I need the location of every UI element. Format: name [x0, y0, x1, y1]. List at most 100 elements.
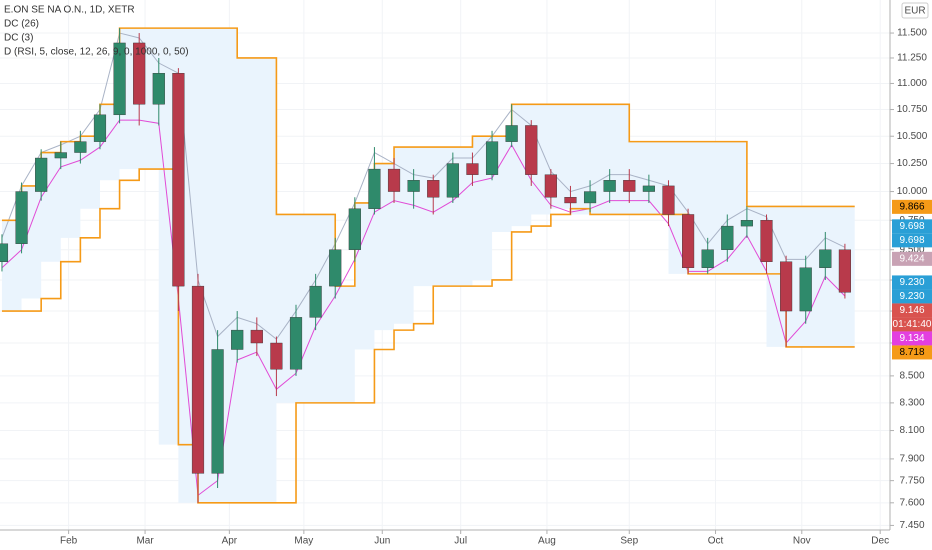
candle-body: [485, 141, 499, 175]
price-label-box: [892, 345, 932, 360]
y-tick-label: 10.000: [897, 186, 928, 197]
y-tick-label: 10.750: [897, 104, 928, 115]
price-label-box: [892, 199, 932, 214]
plot-area: [0, 0, 890, 530]
candle-body: [35, 157, 48, 192]
candle-body: [387, 168, 401, 192]
candle-body: [819, 249, 832, 268]
candle-body: [583, 191, 597, 204]
candle-body: [211, 349, 224, 474]
currency: EUR: [904, 6, 925, 17]
price-label: 9.698: [899, 235, 924, 246]
candle-body: [427, 180, 440, 198]
candle-body: [525, 125, 538, 175]
y-tick-label: 11.250: [897, 53, 927, 64]
candle-body: [760, 220, 773, 262]
axis-layer: 11.500 11.250 11.000 10.750 10.500 10.250 10.0…: [60, 28, 932, 547]
y-tick-label: 8.300: [899, 398, 924, 409]
candle-body: [838, 249, 851, 293]
candle-body: [113, 42, 126, 116]
x-tick-label: Jun: [374, 536, 390, 547]
price-label: 9.230: [899, 277, 924, 288]
candle-body: [466, 163, 479, 175]
countdown-box: [892, 317, 932, 332]
x-tick-label: Dec: [871, 536, 889, 547]
y-tick-label: 11.500: [897, 28, 927, 39]
candle-body: [231, 329, 244, 350]
x-tick-label: Nov: [793, 536, 811, 547]
price-label: 9.866: [899, 201, 924, 212]
dc3-lower-line: [1, 119, 846, 497]
candle-body: [740, 220, 753, 227]
x-tick-label: May: [294, 536, 313, 547]
candle-body: [780, 261, 793, 312]
candle-body: [721, 225, 734, 250]
indicator-label: D (RSI, 5, close, 12, 26, 9, 0, 1000, 0,…: [4, 47, 189, 58]
price-label: 8.718: [899, 347, 924, 358]
candle-body: [172, 72, 185, 287]
candle-body: [74, 141, 87, 153]
price-label-box: [892, 289, 932, 304]
price-label: 9.698: [899, 221, 924, 232]
candle-body: [54, 152, 67, 159]
candle-body: [407, 180, 420, 192]
y-tick-label: 8.100: [899, 425, 924, 436]
x-tick-label: Aug: [538, 536, 556, 547]
candle-body: [701, 249, 714, 268]
candle-body: [642, 185, 655, 192]
y-tick-label: 9.500: [899, 244, 924, 255]
candle-body: [662, 185, 675, 215]
candle-body: [623, 180, 636, 192]
x-tick-label: Jul: [454, 536, 467, 547]
candle-body: [309, 285, 322, 318]
y-tick-label: 7.900: [899, 454, 924, 465]
candle-body: [15, 191, 28, 244]
candle-body: [289, 317, 303, 370]
currency-box: [901, 2, 929, 19]
price-label-box: [892, 251, 932, 266]
price-label-box: [892, 275, 932, 290]
candle-body: [270, 342, 283, 370]
y-tick-label: 7.750: [899, 475, 924, 486]
y-tick-label: 7.600: [899, 497, 924, 508]
candle-body: [446, 163, 459, 198]
candle-body: [682, 214, 695, 268]
candle-body: [250, 329, 263, 344]
x-tick-label: Mar: [136, 536, 154, 547]
candle-body: [564, 197, 577, 204]
price-label: 9.424: [899, 253, 924, 264]
price-label-box: [892, 233, 932, 248]
y-tick-label: 11.000: [897, 78, 927, 89]
candle-body: [368, 168, 381, 209]
dc3-upper-line: [1, 32, 846, 340]
price-label-box: [892, 303, 932, 318]
candle-body: [133, 42, 146, 105]
candle-body: [152, 72, 165, 105]
y-tick-label: 10.250: [897, 158, 928, 169]
candle-body: [348, 208, 361, 250]
price-label: 9.230: [899, 291, 924, 302]
candle-body: [505, 125, 518, 142]
chart-title: E.ON SE NA O.N., 1D, XETR: [4, 5, 135, 16]
candle-body: [799, 267, 812, 312]
y-tick-label: 8.500: [899, 371, 924, 382]
x-tick-label: Apr: [222, 536, 238, 547]
candle-body: [329, 249, 342, 287]
y-tick-label: 10.500: [897, 131, 928, 142]
indicator-label: DC (3): [4, 33, 33, 44]
candle-body: [603, 180, 616, 192]
y-tick-label: 7.450: [899, 520, 924, 531]
price-axis: [890, 0, 932, 550]
x-tick-label: Feb: [60, 536, 78, 547]
price-label-box: [892, 331, 932, 346]
candle-body: [544, 174, 557, 198]
x-tick-label: Sep: [620, 536, 638, 547]
candle-body: [191, 285, 205, 474]
x-tick-label: Oct: [708, 536, 724, 547]
indicator-label: DC (26): [4, 19, 39, 30]
price-label-box: [892, 219, 932, 234]
price-label: 9.134: [899, 333, 924, 344]
price-label: 9.146: [899, 305, 924, 316]
countdown: 01:41:40: [893, 319, 932, 330]
